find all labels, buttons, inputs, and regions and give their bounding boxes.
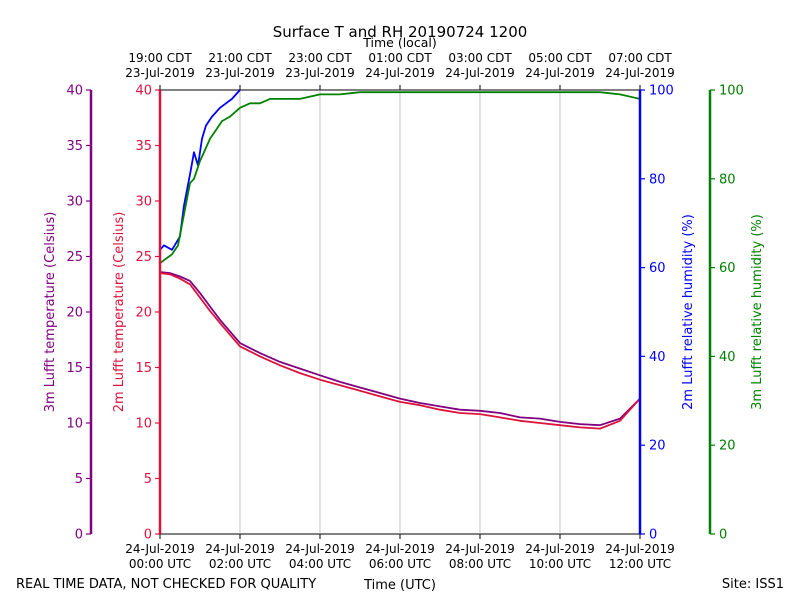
quality-disclaimer: REAL TIME DATA, NOT CHECKED FOR QUALITY — [16, 577, 316, 592]
axis-rh3m-tick-label: 0 — [719, 528, 727, 543]
axis-temp3m-tick-label: 20 — [66, 306, 83, 321]
utc-tick-time: 12:00 UTC — [609, 557, 671, 571]
series-line-rh2m — [159, 89, 241, 251]
axis-rh3m-label: 3m Lufft relative humidity (%) — [750, 214, 765, 410]
axis-temp3m-tick-label: 25 — [66, 250, 83, 265]
axis-rh2m-tick-label: 80 — [649, 172, 666, 187]
axis-temp3m-label: 3m Lufft temperature (Celsius) — [43, 212, 58, 413]
axis-rh3m-tick-label: 60 — [719, 261, 736, 276]
local-tick-date: 24-Jul-2019 — [605, 66, 675, 80]
local-tick-date: 23-Jul-2019 — [125, 66, 195, 80]
axis-temp2m-tick-label: 10 — [135, 417, 152, 432]
axis-rh3m-tick-label: 40 — [719, 350, 736, 365]
axis-temp3m-tick-label: 10 — [66, 417, 83, 432]
chart-title: Surface T and RH 20190724 1200 — [273, 23, 528, 41]
series-line-temp3m — [159, 271, 641, 427]
axis-temp3m-tick-label: 30 — [66, 195, 83, 210]
utc-tick-date: 24-Jul-2019 — [445, 542, 515, 556]
local-tick-date: 24-Jul-2019 — [365, 66, 435, 80]
utc-tick-time: 04:00 UTC — [289, 557, 351, 571]
axis-temp3m-tick-label: 35 — [66, 139, 83, 154]
utc-tick-time: 08:00 UTC — [449, 557, 511, 571]
site-label: Site: ISS1 — [722, 577, 784, 592]
local-tick-time: 23:00 CDT — [288, 51, 352, 65]
utc-tick-date: 24-Jul-2019 — [205, 542, 275, 556]
local-tick-time: 07:00 CDT — [608, 51, 672, 65]
utc-tick-date: 24-Jul-2019 — [525, 542, 595, 556]
local-tick-time: 05:00 CDT — [528, 51, 592, 65]
utc-tick-time: 06:00 UTC — [369, 557, 431, 571]
axis-rh2m-label: 2m Lufft relative humidity (%) — [681, 214, 696, 410]
axis-temp3m-tick-label: 40 — [66, 84, 83, 99]
local-tick-date: 23-Jul-2019 — [285, 66, 355, 80]
axis-rh2m-tick-label: 40 — [649, 350, 666, 365]
local-tick-time: 19:00 CDT — [128, 51, 192, 65]
vertical-gridlines — [239, 90, 561, 534]
axis-temp3m-tick-label: 0 — [75, 528, 83, 543]
utc-tick-date: 24-Jul-2019 — [285, 542, 355, 556]
data-series — [159, 89, 641, 430]
series-line-rh3m — [159, 91, 641, 264]
axis-temp2m-tick-label: 25 — [135, 250, 152, 265]
axis-temp2m-tick-label: 20 — [135, 306, 152, 321]
local-tick-date: 24-Jul-2019 — [445, 66, 515, 80]
axis-temp3m-tick-label: 5 — [75, 472, 83, 487]
axis-rh2m-tick-label: 60 — [649, 261, 666, 276]
axis-temp2m-tick-label: 15 — [135, 361, 152, 376]
local-tick-time: 01:00 CDT — [368, 51, 432, 65]
utc-tick-date: 24-Jul-2019 — [365, 542, 435, 556]
utc-tick-time: 00:00 UTC — [129, 557, 191, 571]
chart-axes: 0 5 10 15 20 25 30 35 40 3m Lufft temperature (Ce… — [43, 84, 765, 543]
axis-temp2m-tick-label: 5 — [144, 472, 152, 487]
axis-temp2m-tick-label: 40 — [135, 84, 152, 99]
utc-tick-date: 24-Jul-2019 — [125, 542, 195, 556]
axis-temp2m-label: 2m Lufft temperature (Celsius) — [112, 212, 127, 413]
utc-tick-time: 02:00 UTC — [209, 557, 271, 571]
local-tick-date: 24-Jul-2019 — [525, 66, 595, 80]
local-tick-time: 21:00 CDT — [208, 51, 272, 65]
series-line-temp2m — [159, 272, 641, 430]
axis-temp3m-tick-label: 15 — [66, 361, 83, 376]
utc-tick-time: 10:00 UTC — [529, 557, 591, 571]
axis-rh3m-tick-label: 80 — [719, 172, 736, 187]
top-axis-label: Time (local) — [362, 35, 436, 50]
local-tick-date: 23-Jul-2019 — [205, 66, 275, 80]
bottom-axis-label: Time (UTC) — [363, 578, 436, 593]
utc-tick-date: 24-Jul-2019 — [605, 542, 675, 556]
axis-temp2m-tick-label: 30 — [135, 195, 152, 210]
axis-rh2m-tick-label: 20 — [649, 439, 666, 454]
axis-rh2m-tick-label: 100 — [649, 84, 674, 99]
axis-rh2m-tick-label: 0 — [649, 528, 657, 543]
axis-temp2m-tick-label: 0 — [144, 528, 152, 543]
axis-rh3m-tick-label: 20 — [719, 439, 736, 454]
axis-rh3m-tick-label: 100 — [719, 84, 744, 99]
local-tick-time: 03:00 CDT — [448, 51, 512, 65]
axis-temp2m-tick-label: 35 — [135, 139, 152, 154]
